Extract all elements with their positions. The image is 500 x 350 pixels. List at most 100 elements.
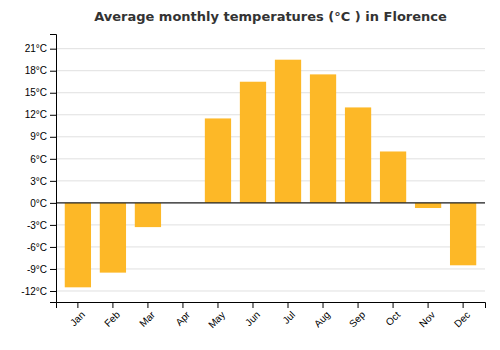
tick-label: Mar <box>137 309 157 329</box>
tick: 0°C <box>30 198 56 209</box>
tick-label: 6°C <box>30 154 47 165</box>
tick-label: Jan <box>68 309 87 328</box>
y-axis: -12°C -9°C -6°C -3°C 0°C 3°C 6°C 9°C 12°C 15°C 18°… <box>21 35 56 303</box>
grid-line <box>56 180 485 181</box>
tick-mark <box>217 302 218 308</box>
tick: Nov <box>417 302 437 329</box>
chart: -12°C -9°C -6°C -3°C 0°C 3°C 6°C 9°C 12°C 15°C 18°… <box>0 0 500 350</box>
tick: Feb <box>102 302 122 329</box>
tick-mark <box>50 247 56 248</box>
grid-line <box>56 136 485 137</box>
tick: 15°C <box>25 87 56 98</box>
tick-label: Feb <box>102 309 122 329</box>
tick: 21°C <box>25 43 56 54</box>
tick-label: May <box>206 309 227 330</box>
tick: May <box>206 302 227 330</box>
tick: Jun <box>243 302 262 328</box>
tick-mark <box>147 302 148 308</box>
tick: 12°C <box>25 109 56 120</box>
bars <box>56 60 485 288</box>
tick-mark <box>428 302 429 308</box>
tick: Dec <box>452 302 472 329</box>
tick-label: Oct <box>383 309 402 328</box>
tick-label: 9°C <box>30 131 47 142</box>
tick-mark <box>50 181 56 182</box>
tick-label: Jul <box>280 309 297 326</box>
grid-line <box>56 114 485 115</box>
bar <box>450 203 476 265</box>
tick-label: -12°C <box>21 286 47 297</box>
tick-mark <box>50 137 56 138</box>
tick-mark <box>323 302 324 308</box>
tick-mark <box>50 291 56 292</box>
baseline <box>56 202 485 203</box>
bar <box>275 60 301 203</box>
tick-mark <box>50 159 56 160</box>
bar <box>100 203 126 273</box>
grid <box>56 49 485 291</box>
tick: Jul <box>280 302 297 326</box>
grid-line <box>56 202 485 203</box>
tick-label: Nov <box>417 309 437 329</box>
tick-mark <box>393 302 394 308</box>
tick-mark <box>50 269 56 270</box>
tick: Mar <box>137 302 157 329</box>
tick-label: Apr <box>173 309 192 328</box>
tick: 9°C <box>30 131 56 142</box>
tick-mark <box>50 71 56 72</box>
tick-mark <box>50 93 56 94</box>
tick-mark <box>77 302 78 308</box>
tick-mark <box>50 225 56 226</box>
tick: 3°C <box>30 176 56 187</box>
bar <box>65 203 91 287</box>
plot: -12°C -9°C -6°C -3°C 0°C 3°C 6°C 9°C 12°C 15°C 18°… <box>21 35 485 331</box>
tick-label: 0°C <box>30 198 47 209</box>
tick-mark <box>50 49 56 50</box>
tick: 6°C <box>30 154 56 165</box>
bar <box>415 203 441 208</box>
bar <box>135 203 161 227</box>
bar <box>310 74 336 202</box>
tick: 18°C <box>25 65 56 76</box>
tick: -3°C <box>27 220 56 231</box>
grid-line <box>56 158 485 159</box>
tick-label: -6°C <box>27 242 47 253</box>
tick-mark <box>112 302 113 308</box>
tick-label: 21°C <box>25 43 47 54</box>
tick-label: Dec <box>452 309 472 329</box>
grid-line <box>56 92 485 93</box>
tick: -9°C <box>27 264 56 275</box>
tick-label: 18°C <box>25 65 47 76</box>
tick-mark <box>182 302 183 308</box>
bar <box>205 118 231 202</box>
tick: Sep <box>347 302 368 329</box>
tick-label: Sep <box>347 309 368 330</box>
tick: Aug <box>312 302 332 329</box>
bar <box>345 107 371 202</box>
tick: Oct <box>383 302 402 328</box>
title: Average monthly temperatures (°C ) in Fl… <box>94 9 447 24</box>
grid-line <box>56 290 485 291</box>
tick-label: Jun <box>243 309 262 328</box>
tick: -12°C <box>21 286 56 297</box>
tick: Apr <box>173 302 192 328</box>
x-axis: Jan Feb Mar Apr May Jun Jul Aug Sep Oct Nov Dec <box>57 302 486 330</box>
tick-label: 3°C <box>30 176 47 187</box>
tick-label: -3°C <box>27 220 47 231</box>
bar <box>240 82 266 203</box>
grid-line <box>56 70 485 71</box>
tick-mark <box>252 302 253 308</box>
tick: Jan <box>68 302 87 328</box>
tick: -6°C <box>27 242 56 253</box>
tick-label: -9°C <box>27 264 47 275</box>
tick-label: 15°C <box>25 87 47 98</box>
tick-mark <box>50 115 56 116</box>
tick-mark <box>463 302 464 308</box>
axis-line <box>50 35 57 303</box>
tick-mark <box>50 203 56 204</box>
grid-line <box>56 48 485 49</box>
tick-mark <box>358 302 359 308</box>
tick-label: Aug <box>312 309 332 329</box>
axis-line <box>57 303 486 309</box>
bar <box>380 151 406 202</box>
